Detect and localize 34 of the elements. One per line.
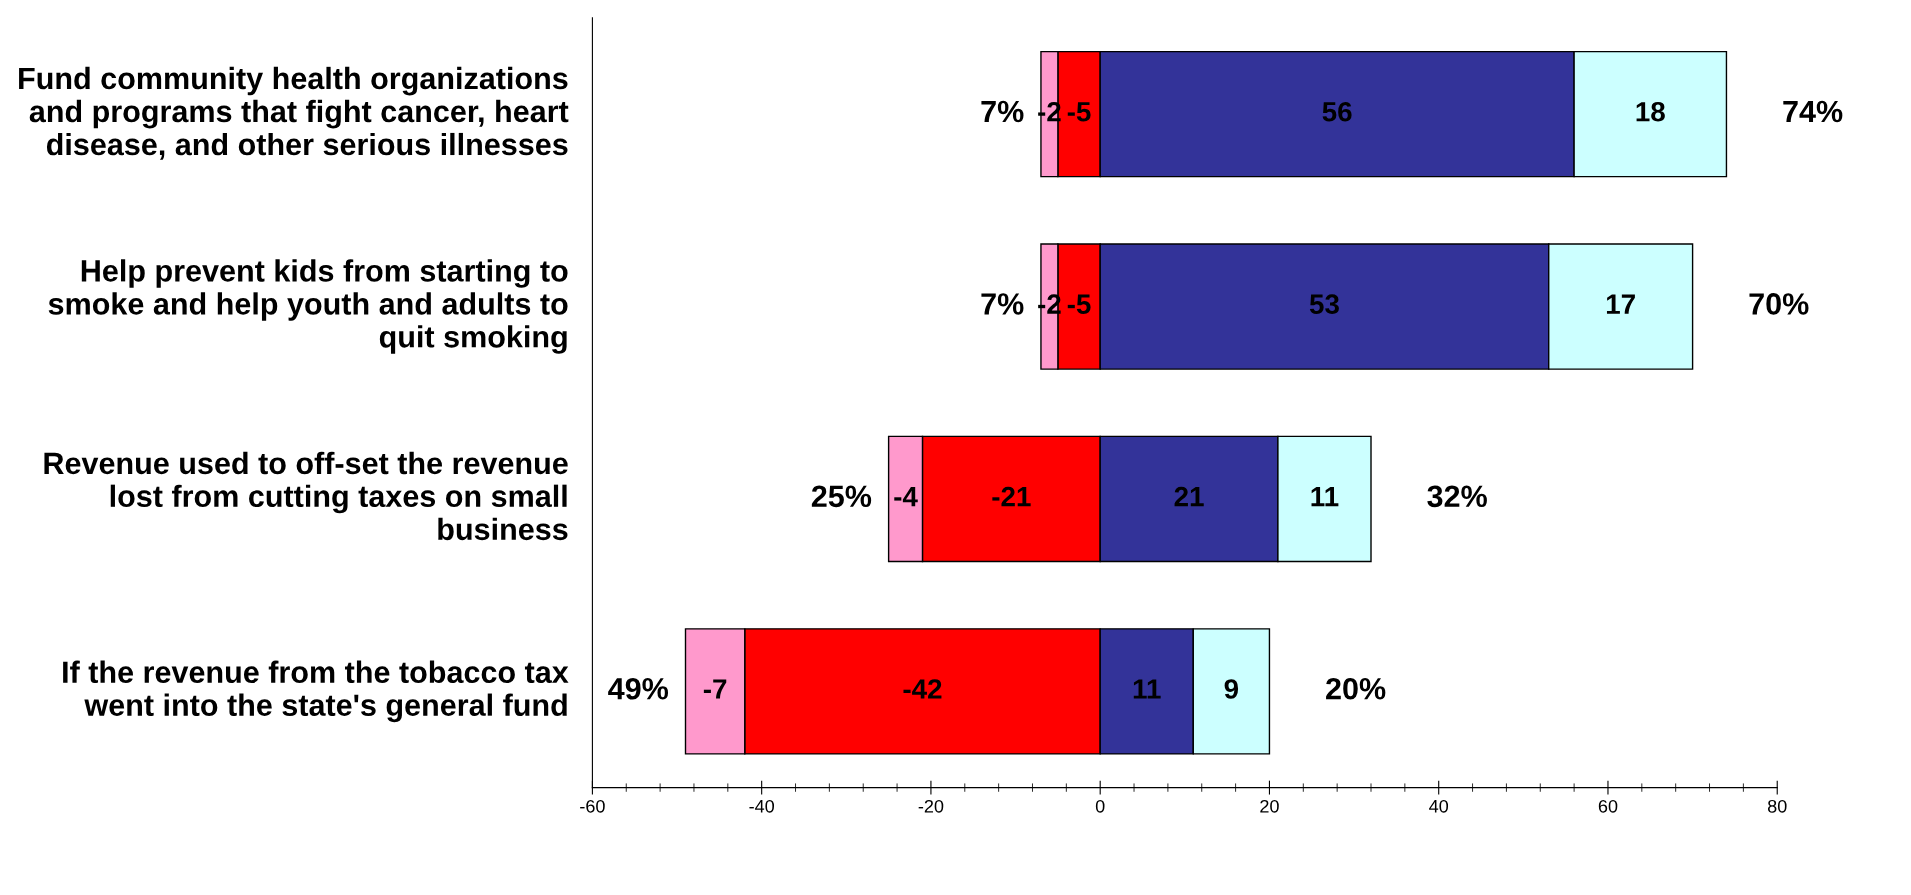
data-label: 18 [1636, 101, 1665, 122]
data-label: 17 [1606, 294, 1635, 314]
x-tick-label: 40 [1429, 799, 1449, 813]
annotation: 70% [1749, 293, 1809, 315]
x-tick-label: 0 [1095, 799, 1105, 813]
annotation: 7% [981, 100, 1024, 123]
data-label: 21 [1174, 486, 1204, 507]
data-label: 56 [1322, 101, 1352, 122]
y-tick-label: Fund community health organizations and programs that fight cancer, heart disease, and other serious illnesses [19, 66, 569, 160]
annotation: 49% [608, 677, 669, 700]
x-tick-label: 80 [1767, 799, 1787, 813]
annotation: 32% [1427, 485, 1487, 508]
x-tick-label: -20 [918, 799, 944, 813]
data-label: -42 [903, 679, 942, 699]
data-label: 53 [1309, 294, 1339, 315]
annotation: 20% [1326, 677, 1386, 700]
data-label: 9 [1224, 679, 1239, 699]
y-tick-label: Revenue used to off-set the revenue lost from cutting taxes on small business [44, 451, 568, 541]
text: 74% [1783, 100, 1843, 123]
data-label: -4 [894, 487, 918, 507]
y-tick-label: If the revenue from the tobacco tax went into the state's general fund [63, 660, 569, 723]
data-label: -21 [992, 486, 1031, 507]
x-tick-label: 20 [1260, 799, 1279, 813]
annotation: 25% [811, 485, 872, 508]
data-label: 11 [1133, 679, 1161, 699]
annotation: 7% [981, 293, 1024, 315]
data-label: -5 [1067, 102, 1091, 122]
data-label: -7 [703, 679, 727, 699]
y-tick-label: Help prevent kids from starting to smoke and help youth and adults to quit smoking [48, 259, 568, 354]
data-label: -5 [1067, 294, 1091, 314]
x-tick-label: -60 [580, 799, 605, 813]
x-tick-label: -40 [749, 799, 775, 813]
x-tick-label: 60 [1598, 799, 1618, 813]
data-label: 11 [1311, 487, 1339, 507]
